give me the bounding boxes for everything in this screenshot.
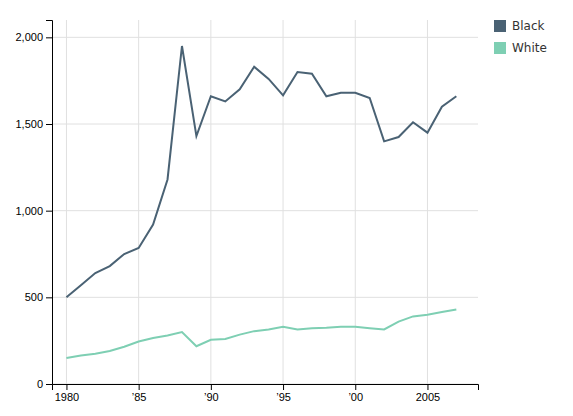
tick-label: 1,000 — [15, 205, 43, 217]
line — [66, 46, 456, 297]
chart: 1980 ’85 ’90 ’95 ’00 2005 0 500 1,000 1,500 2,000 B… — [0, 0, 573, 416]
tick-mark — [211, 384, 212, 390]
grid-line — [138, 20, 139, 384]
grid-line — [52, 297, 478, 298]
legend-item: White — [494, 41, 547, 55]
legend-label: Black — [512, 19, 545, 33]
axis-line — [46, 21, 53, 385]
grid-line — [283, 20, 284, 384]
tick-mark — [46, 211, 52, 212]
tick-mark — [427, 384, 428, 390]
grid-line — [52, 210, 478, 211]
tick-label: 2,000 — [15, 31, 43, 43]
tick: 0 — [37, 378, 52, 390]
grid-line — [355, 20, 356, 384]
legend-swatch — [494, 20, 506, 32]
tick-mark — [46, 124, 52, 125]
tick: 2005 — [416, 384, 440, 403]
tick-label: ’95 — [276, 391, 291, 403]
tick-mark — [66, 384, 67, 390]
tick-mark — [139, 384, 140, 390]
tick: ’85 — [132, 384, 147, 403]
lines — [66, 46, 456, 358]
tick-label: 1980 — [55, 391, 79, 403]
legend-label: White — [512, 41, 547, 55]
legend-swatch — [494, 42, 506, 54]
tick: 1,500 — [15, 118, 52, 130]
grid — [52, 20, 478, 384]
tick: 1980 — [55, 384, 79, 403]
tick: ’90 — [204, 384, 219, 403]
tick-label: 0 — [37, 378, 43, 390]
tick-label: ’00 — [348, 391, 363, 403]
line — [66, 309, 456, 358]
grid-line — [427, 20, 428, 384]
tick-mark — [46, 384, 52, 385]
tick: ’00 — [348, 384, 363, 403]
tick-label: 2005 — [416, 391, 440, 403]
plot: 1980 ’85 ’90 ’95 ’00 2005 0 500 1,000 1,500 2,000 — [15, 20, 478, 403]
grid-line — [52, 37, 478, 38]
tick: 1,000 — [15, 205, 52, 217]
tick: 2,000 — [15, 31, 52, 43]
legend: Black White — [494, 19, 547, 55]
tick-label: 1,500 — [15, 118, 43, 130]
tick: 500 — [25, 291, 52, 303]
grid-line — [210, 20, 211, 384]
tick-mark — [283, 384, 284, 390]
tick-label: ’90 — [204, 391, 219, 403]
grid-line — [66, 20, 67, 384]
legend-item: Black — [494, 19, 545, 33]
tick-mark — [355, 384, 356, 390]
tick-label: 500 — [25, 291, 43, 303]
tick-mark — [46, 297, 52, 298]
axis-line — [53, 385, 479, 391]
tick-label: ’85 — [132, 391, 147, 403]
tick: ’95 — [276, 384, 291, 403]
y-axis: 0 500 1,000 1,500 2,000 — [15, 21, 52, 391]
x-axis: 1980 ’85 ’90 ’95 ’00 2005 — [53, 384, 479, 403]
tick-mark — [46, 37, 52, 38]
